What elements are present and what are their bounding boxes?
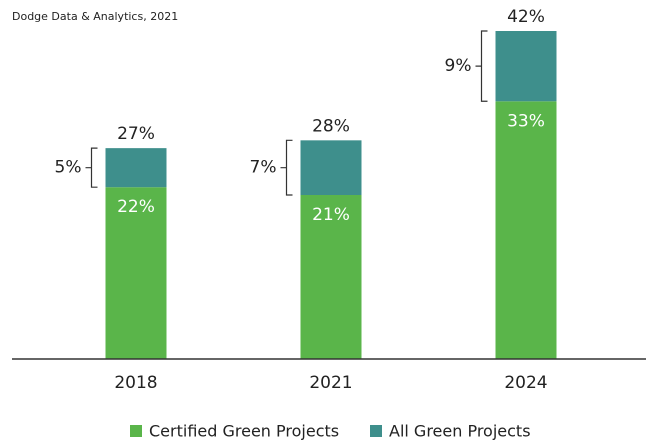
legend-swatch xyxy=(370,425,382,437)
x-tick-label: 2021 xyxy=(309,373,352,393)
bracket xyxy=(475,30,488,102)
total-label: 28% xyxy=(312,116,350,136)
value-label: 33% xyxy=(507,111,545,131)
value-label: 21% xyxy=(312,205,350,225)
legend-label: All Green Projects xyxy=(389,422,531,441)
total-label: 27% xyxy=(117,124,155,144)
bar-segment xyxy=(300,195,362,359)
legend-label: Certified Green Projects xyxy=(149,422,339,441)
bar-segment xyxy=(300,140,362,195)
bracket xyxy=(85,147,98,188)
chart-subtitle: Dodge Data & Analytics, 2021 xyxy=(12,10,178,23)
x-tick-label: 2018 xyxy=(114,373,157,393)
value-label: 22% xyxy=(117,197,155,217)
bar-segment xyxy=(105,148,167,188)
bracket xyxy=(280,139,293,196)
legend-swatch xyxy=(130,425,142,437)
total-label: 42% xyxy=(507,7,545,27)
value-label: 9% xyxy=(445,56,472,76)
value-label: 7% xyxy=(250,158,277,178)
bar-segment xyxy=(495,31,557,102)
bar-segment xyxy=(495,101,557,360)
bar-segment xyxy=(105,187,167,359)
x-tick-label: 2024 xyxy=(504,373,547,393)
value-label: 5% xyxy=(55,158,82,178)
